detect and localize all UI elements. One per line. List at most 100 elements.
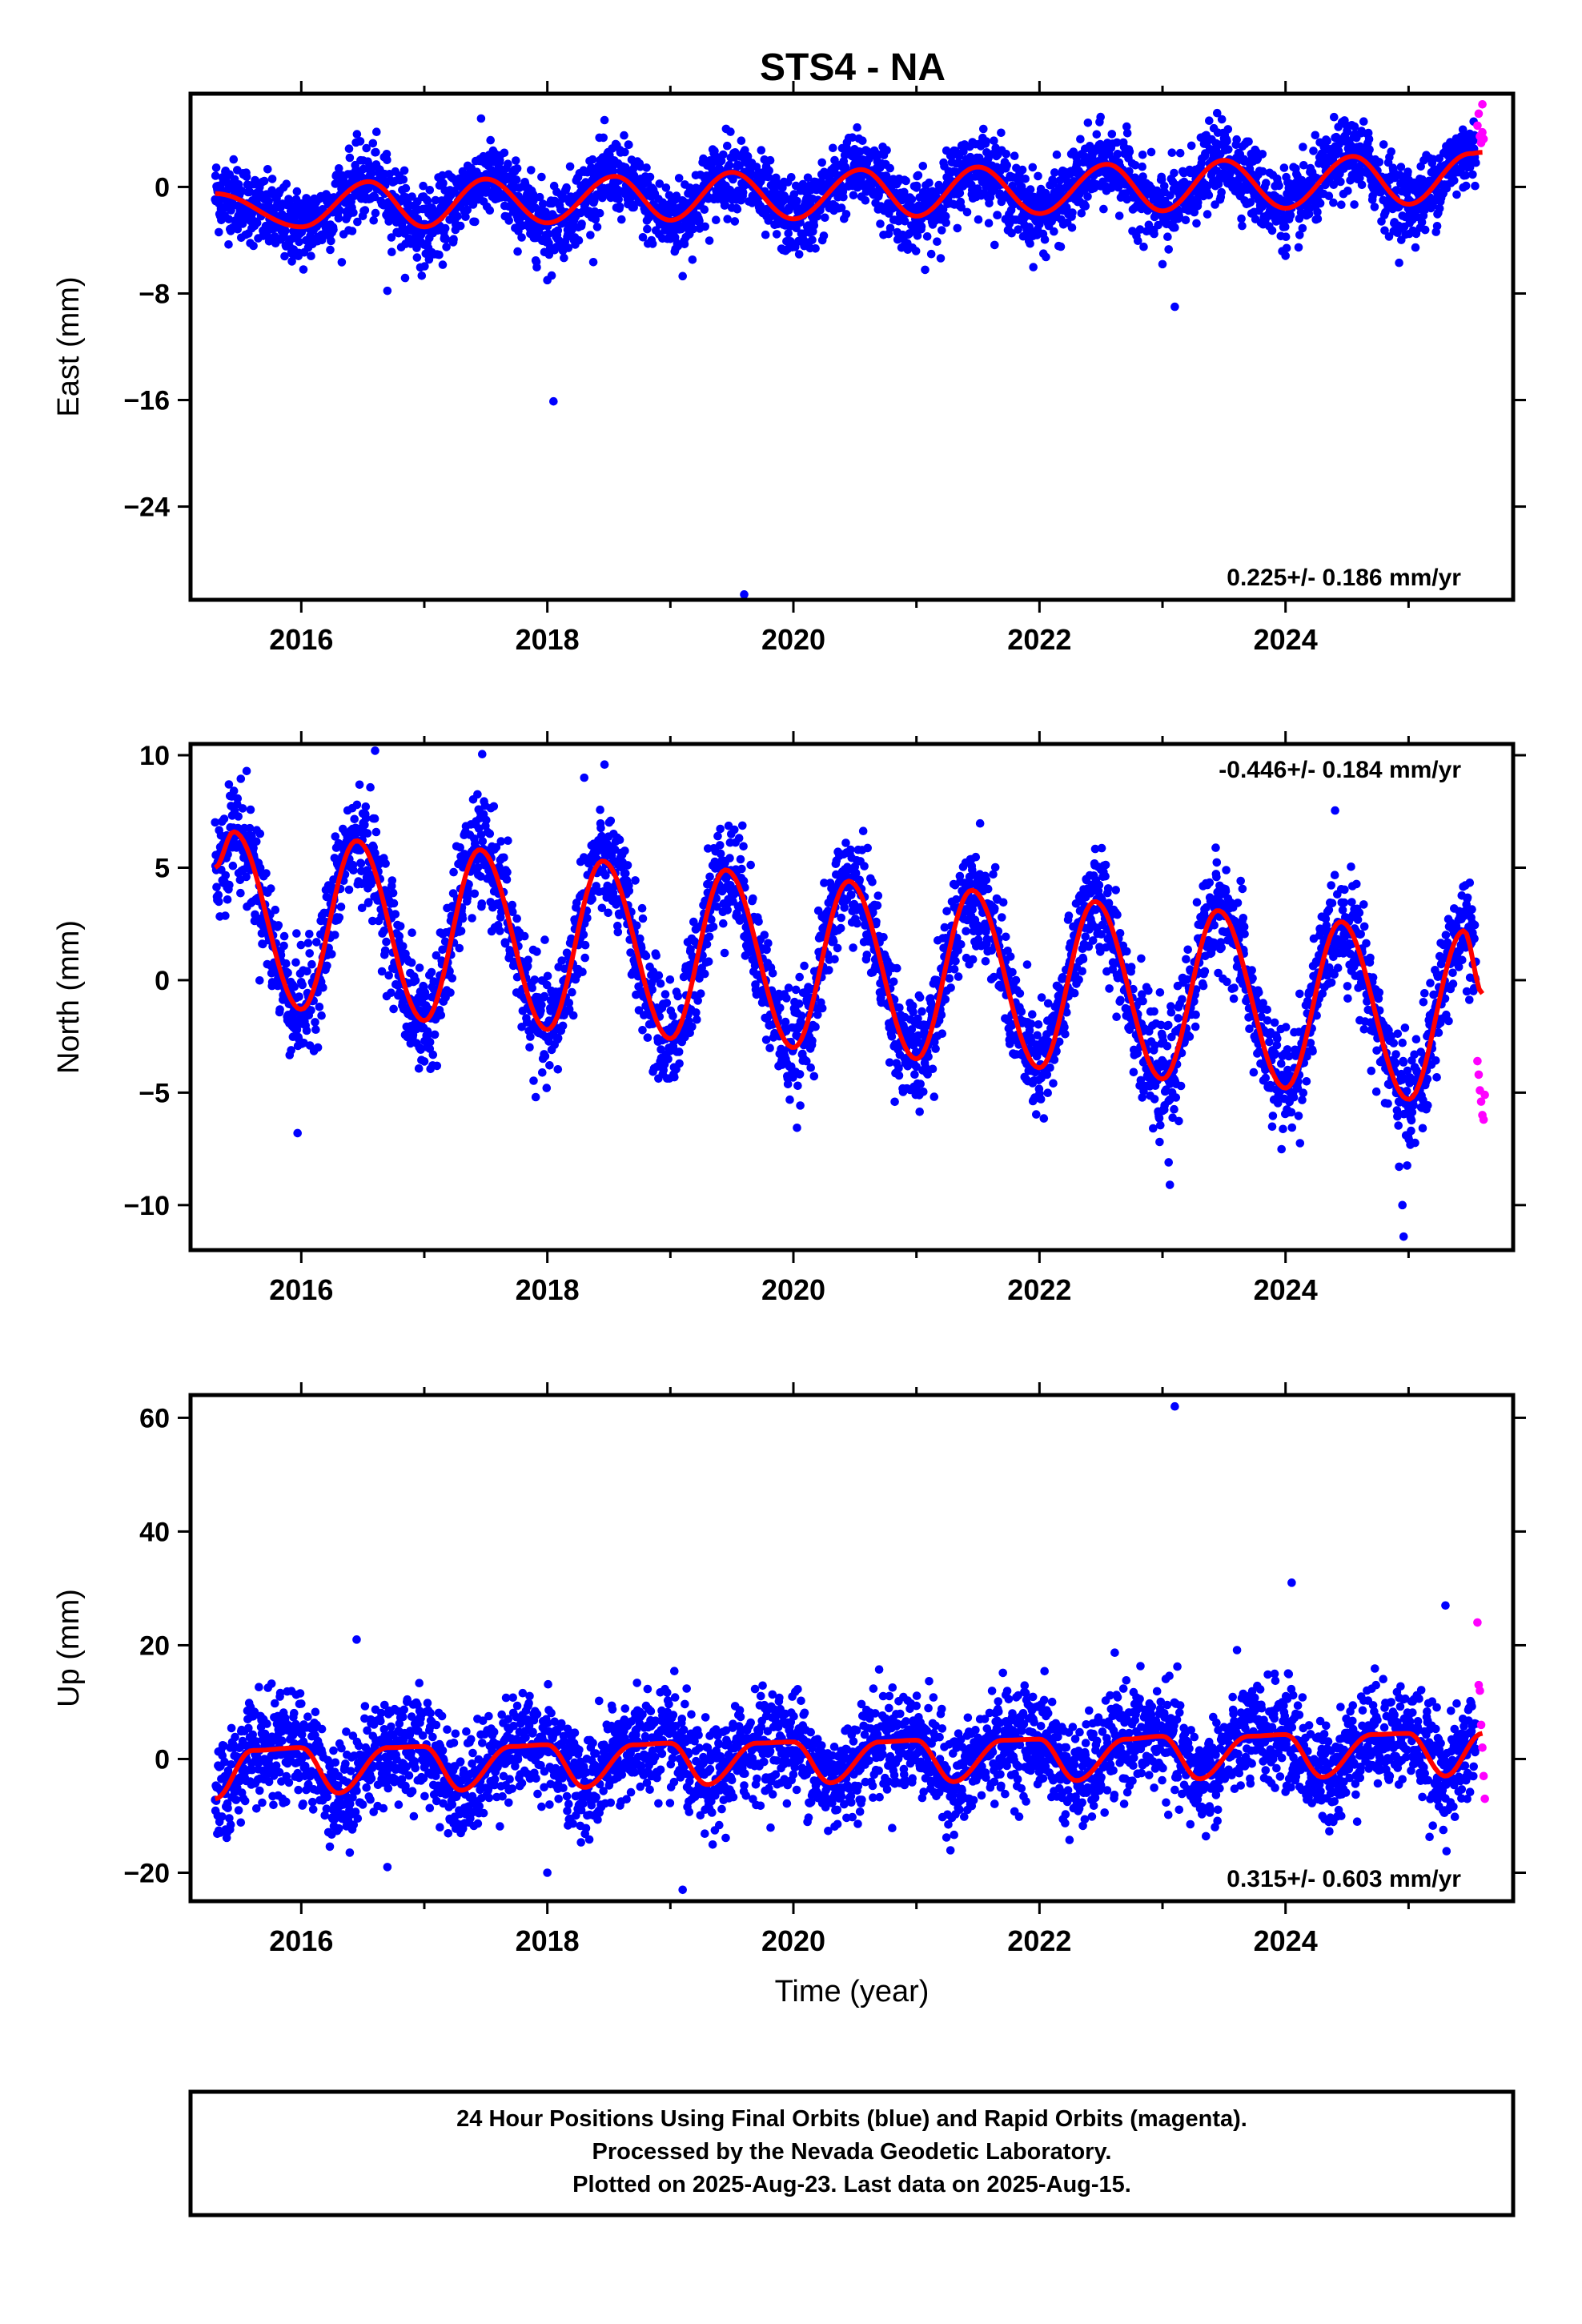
- final-orbit-point: [331, 931, 339, 939]
- final-orbit-point: [1395, 258, 1403, 267]
- x-tick-label: 2022: [1007, 623, 1071, 656]
- final-orbit-point: [528, 983, 536, 992]
- final-orbit-point: [1343, 187, 1352, 195]
- final-orbit-point: [1232, 135, 1241, 144]
- final-orbit-point: [863, 147, 872, 156]
- final-orbit-point: [705, 236, 714, 245]
- final-orbit-point: [1048, 179, 1058, 189]
- final-orbit-point: [504, 216, 513, 225]
- final-orbit-point: [478, 837, 488, 846]
- final-orbit-point: [580, 953, 589, 963]
- final-orbit-point: [211, 171, 220, 180]
- final-orbit-point: [765, 166, 773, 175]
- final-orbit-point: [214, 891, 223, 899]
- final-orbit-point: [1294, 243, 1303, 252]
- final-orbit-point: [331, 832, 340, 841]
- final-orbit-point: [436, 1011, 446, 1019]
- east-data-layer: [211, 100, 1488, 599]
- final-orbit-point: [600, 115, 609, 125]
- final-orbit-point: [267, 884, 275, 893]
- final-orbit-point: [1014, 225, 1022, 234]
- final-orbit-point: [730, 825, 739, 834]
- final-orbit-point: [913, 231, 922, 240]
- final-orbit-point: [1130, 161, 1140, 170]
- final-orbit-point: [305, 930, 314, 939]
- final-orbit-point: [503, 867, 512, 877]
- final-orbit-point: [1417, 218, 1427, 227]
- final-orbit-point: [425, 186, 435, 195]
- final-orbit-point: [540, 1051, 550, 1061]
- final-orbit-point: [809, 221, 819, 230]
- final-orbit-point: [662, 999, 672, 1007]
- final-orbit-point: [913, 171, 923, 180]
- final-orbit-point: [545, 1061, 554, 1070]
- final-orbit-point: [638, 233, 648, 242]
- final-orbit-point: [1279, 163, 1289, 172]
- final-orbit-point: [1258, 150, 1267, 159]
- final-orbit-point: [654, 971, 664, 980]
- final-orbit-point: [357, 903, 367, 913]
- final-orbit-point: [655, 179, 665, 188]
- final-orbit-point: [264, 197, 273, 206]
- final-orbit-point: [733, 204, 742, 214]
- final-orbit-point: [837, 203, 846, 212]
- final-orbit-point: [291, 958, 300, 967]
- final-orbit-point: [259, 939, 267, 949]
- final-orbit-point: [1281, 251, 1290, 260]
- final-orbit-point: [461, 212, 470, 222]
- final-orbit-point: [400, 166, 409, 175]
- final-orbit-point: [794, 250, 804, 259]
- final-orbit-point: [1468, 170, 1477, 179]
- final-orbit-point: [224, 780, 234, 789]
- final-orbit-point: [424, 1031, 432, 1039]
- final-orbit-point: [252, 837, 261, 846]
- final-orbit-point: [419, 181, 428, 191]
- final-orbit-point: [1223, 136, 1231, 146]
- final-orbit-point: [1379, 140, 1388, 149]
- final-orbit-point: [1244, 137, 1253, 147]
- final-orbit-point: [922, 232, 932, 241]
- final-orbit-point: [396, 922, 405, 931]
- final-orbit-point: [345, 153, 355, 163]
- final-orbit-point: [725, 160, 734, 170]
- final-orbit-point: [525, 1043, 534, 1052]
- final-orbit-point: [229, 155, 239, 164]
- final-orbit-point: [1164, 245, 1173, 254]
- final-orbit-point: [400, 273, 410, 283]
- final-orbit-point: [705, 932, 714, 941]
- final-orbit-point: [352, 800, 362, 810]
- final-orbit-point: [1281, 232, 1291, 242]
- final-orbit-point: [982, 137, 991, 146]
- x-tick-label: 2020: [761, 623, 825, 656]
- final-orbit-point: [298, 980, 307, 990]
- final-orbit-point: [993, 211, 1002, 220]
- final-orbit-point: [1076, 135, 1085, 144]
- north-final-orbit-points: [211, 746, 1480, 1241]
- final-orbit-point: [664, 1055, 673, 1063]
- final-orbit-point: [349, 208, 358, 217]
- final-orbit-point: [984, 219, 994, 228]
- final-orbit-point: [574, 235, 584, 245]
- final-orbit-point: [620, 846, 629, 855]
- final-orbit-point: [1359, 117, 1368, 126]
- final-orbit-point: [292, 929, 301, 938]
- final-orbit-point: [532, 947, 541, 956]
- final-orbit-point: [389, 1004, 398, 1014]
- final-orbit-point: [500, 853, 508, 862]
- final-orbit-point: [428, 1050, 438, 1059]
- final-orbit-point: [901, 176, 910, 186]
- final-orbit-point: [1396, 163, 1406, 171]
- final-orbit-point: [1181, 215, 1191, 225]
- final-orbit-point: [645, 172, 655, 182]
- final-orbit-point: [274, 921, 283, 930]
- final-orbit-point: [693, 1015, 701, 1024]
- final-orbit-point: [233, 224, 243, 234]
- final-orbit-point: [1029, 263, 1038, 271]
- final-orbit-point: [326, 245, 335, 255]
- final-orbit-point: [723, 141, 732, 151]
- final-orbit-point: [829, 143, 837, 153]
- final-orbit-point: [688, 255, 697, 264]
- final-orbit-point: [1068, 208, 1077, 217]
- final-orbit-point: [876, 219, 885, 228]
- final-orbit-point: [1275, 181, 1283, 191]
